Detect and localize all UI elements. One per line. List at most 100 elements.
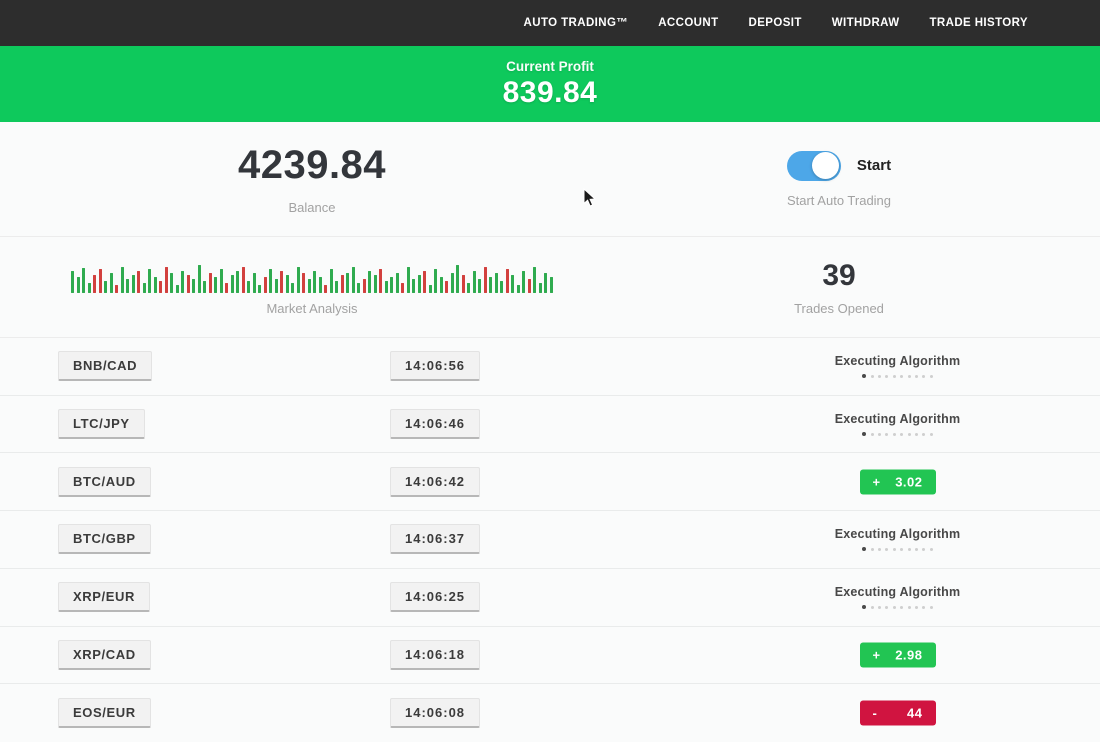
candle-bar: [296, 266, 300, 293]
candle-bar: [494, 272, 498, 293]
candle-bar: [280, 270, 284, 293]
candle-bar: [318, 276, 322, 293]
candle-bar: [236, 270, 240, 293]
candle-bar: [428, 284, 432, 293]
candle-bar: [230, 274, 234, 293]
trade-status-cell: +2.98: [790, 642, 1005, 668]
progress-dot: [862, 547, 867, 552]
current-profit-label: Current Profit: [506, 58, 594, 74]
result-amount: 44: [907, 705, 923, 721]
auto-trading-block: Start Start Auto Trading: [624, 122, 1054, 236]
profit-badge: +2.98: [859, 642, 936, 668]
candle-bar: [489, 276, 493, 293]
progress-dot: [922, 374, 926, 378]
progress-dot: [907, 432, 911, 436]
candle-bar: [104, 280, 108, 293]
nav-item-trade-history[interactable]: TRADE HISTORY: [929, 17, 1028, 29]
candle-bar: [258, 284, 262, 293]
candle-bar: [76, 276, 80, 293]
candle-bar: [164, 266, 168, 293]
toggle-knob: [812, 152, 840, 179]
start-auto-trading-label: Start Auto Trading: [786, 192, 892, 208]
market-analysis-chart: [71, 259, 553, 293]
candle-bar: [71, 270, 75, 293]
current-profit-banner: Current Profit 839.84: [0, 46, 1100, 122]
candle-bar: [324, 284, 328, 293]
candle-bar: [170, 272, 174, 293]
progress-dot: [885, 605, 889, 609]
progress-dots: [790, 547, 1005, 552]
candle-bar: [434, 268, 438, 293]
market-analysis-block: Market Analysis: [0, 237, 624, 337]
candle-bar: [483, 266, 487, 293]
profit-badge: +3.02: [859, 469, 936, 495]
result-sign: +: [872, 647, 881, 663]
candle-bar: [461, 274, 465, 293]
candle-bar: [192, 278, 196, 293]
candle-bar: [401, 282, 405, 293]
executing-algorithm-label: Executing Algorithm: [834, 412, 961, 427]
nav-item-account[interactable]: ACCOUNT: [658, 17, 719, 29]
candle-bar: [313, 270, 317, 293]
candle-bar: [412, 278, 416, 293]
candle-bar: [351, 266, 355, 293]
progress-dot: [929, 547, 933, 551]
market-analysis-label: Market Analysis: [266, 300, 358, 316]
progress-dot: [892, 374, 896, 378]
nav-item-auto-trading[interactable]: AUTO TRADING™: [523, 17, 629, 29]
candle-bar: [302, 272, 306, 293]
progress-dot: [862, 432, 867, 437]
candle-bar: [159, 280, 163, 293]
candle-bar: [263, 276, 267, 293]
candle-bar: [252, 272, 256, 293]
trade-row: BTC/AUD 14:06:42 +3.02: [0, 453, 1100, 512]
progress-dot: [922, 432, 926, 436]
pair-badge: BTC/GBP: [58, 524, 151, 555]
candle-bar: [516, 284, 520, 293]
time-badge: 14:06:46: [390, 409, 481, 440]
progress-dot: [900, 547, 904, 551]
balance-label: Balance: [288, 200, 336, 215]
time-badge: 14:06:56: [390, 351, 481, 382]
time-badge: 14:06:08: [390, 698, 481, 729]
candle-bar: [511, 274, 515, 293]
candle-bar: [307, 278, 311, 293]
nav-item-withdraw[interactable]: WITHDRAW: [831, 17, 900, 29]
pair-badge: XRP/CAD: [58, 639, 151, 670]
progress-dot: [878, 605, 882, 609]
trade-row: LTC/JPY 14:06:46 Executing Algorithm: [0, 395, 1100, 454]
progress-dot: [914, 432, 918, 436]
candle-bar: [439, 276, 443, 293]
candle-bar: [274, 278, 278, 293]
candle-bar: [137, 270, 141, 293]
candle-bar: [219, 268, 223, 293]
candle-bar: [500, 280, 504, 293]
time-badge: 14:06:25: [390, 582, 481, 613]
nav-item-deposit[interactable]: DEPOSIT: [748, 17, 802, 29]
candle-bar: [505, 268, 509, 293]
candle-bar: [522, 270, 526, 293]
candle-bar: [197, 264, 201, 293]
progress-dot: [929, 432, 933, 436]
progress-dot: [914, 374, 918, 378]
auto-trading-toggle[interactable]: [786, 150, 841, 181]
candle-bar: [472, 270, 476, 293]
trades-table: BNB/CAD 14:06:56 Executing Algorithm LTC…: [0, 338, 1100, 742]
candle-bar: [87, 282, 91, 293]
trade-status-cell: Executing Algorithm: [790, 527, 1005, 552]
executing-algorithm-label: Executing Algorithm: [834, 585, 961, 600]
progress-dot: [870, 605, 874, 609]
candle-bar: [450, 272, 454, 293]
candle-bar: [395, 272, 399, 293]
candle-bar: [120, 266, 124, 293]
result-sign: +: [872, 474, 881, 490]
balance-section: 4239.84 Balance Start Start Auto Trading: [0, 122, 1100, 237]
market-section: Market Analysis 39 Trades Opened: [0, 237, 1100, 338]
candle-bar: [269, 268, 273, 293]
candle-bar: [247, 280, 251, 293]
pair-badge: LTC/JPY: [58, 409, 145, 440]
candle-bar: [384, 280, 388, 293]
progress-dots: [790, 374, 1005, 379]
progress-dots: [790, 605, 1005, 610]
progress-dot: [878, 432, 882, 436]
